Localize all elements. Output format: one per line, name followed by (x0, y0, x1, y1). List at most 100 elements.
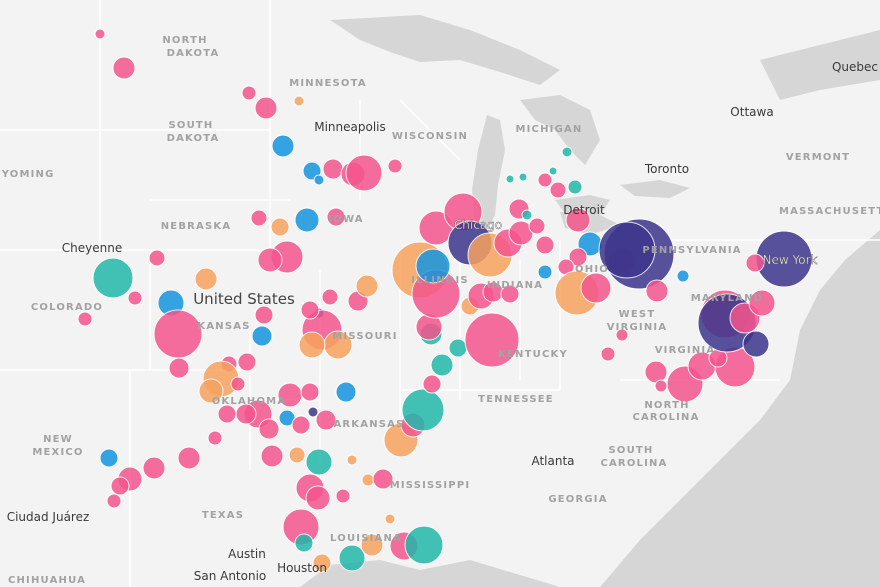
bubble (645, 279, 669, 303)
bubble (401, 388, 445, 432)
bubble (177, 446, 201, 470)
bubble (535, 235, 555, 255)
bubble (567, 179, 583, 195)
bubble (335, 488, 351, 504)
bubble (565, 207, 591, 233)
place-label: United States (193, 290, 295, 308)
place-label: INDIANA (487, 280, 543, 291)
place-label: WYOMING (0, 169, 55, 180)
place-label: Atlanta (531, 454, 574, 468)
bubble (742, 330, 770, 358)
place-label: VIRGINIA (655, 345, 716, 356)
bubble (294, 207, 320, 233)
bubble (198, 378, 224, 404)
place-label: LOUISIANA (330, 533, 402, 544)
bubble (404, 525, 444, 565)
place-label: Minneapolis (314, 120, 386, 134)
place-label: NEW (43, 434, 73, 445)
place-label: IOWA (328, 214, 363, 225)
bubble (288, 446, 306, 464)
place-label: MISSISSIPPI (390, 480, 471, 491)
bubble (355, 274, 379, 298)
bubble (271, 134, 295, 158)
place-label: DAKOTA (167, 133, 220, 144)
place-label: Chicago (454, 218, 502, 232)
place-label: WEST (619, 309, 656, 320)
bubble (313, 174, 325, 186)
place-label: VIRGINIA (607, 322, 668, 333)
bubble (307, 406, 319, 418)
bubble (254, 96, 278, 120)
bubble (422, 374, 442, 394)
place-label: ARKANSAS (333, 419, 404, 430)
bubble (312, 553, 332, 573)
bubble (748, 289, 776, 317)
place-label: New York (763, 253, 818, 267)
bubble (537, 172, 553, 188)
bubble (346, 454, 358, 466)
bubble (230, 376, 246, 392)
place-label: Cheyenne (62, 241, 122, 255)
place-label: Austin (228, 547, 266, 561)
place-label: PENNSYLVANIA (642, 245, 741, 256)
place-label: NEBRASKA (161, 221, 232, 232)
place-label: Houston (277, 561, 327, 575)
place-label: Toronto (644, 162, 689, 176)
bubble (338, 544, 366, 572)
bubble (254, 305, 274, 325)
bubble (335, 381, 357, 403)
bubble (148, 249, 166, 267)
bubble (528, 217, 546, 235)
bubble (300, 300, 320, 320)
labels: NORTH DAKOTA MINNESOTA Minneapolis WISCONSIN… (0, 35, 880, 586)
place-label: Ottawa (730, 105, 773, 119)
place-label: TEXAS (202, 510, 244, 521)
bubble (615, 328, 629, 342)
bubble (92, 257, 134, 299)
place-label: MINNESOTA (289, 78, 367, 89)
bubble (644, 360, 668, 384)
bubble (372, 468, 394, 490)
bubble (654, 379, 668, 393)
bubble (315, 409, 337, 431)
bubble (568, 247, 588, 267)
bubble (322, 158, 344, 180)
bubble (321, 288, 339, 306)
place-label: Quebec (832, 60, 878, 74)
bubble (258, 418, 280, 440)
bubble (500, 284, 520, 304)
place-label: TENNESSEE (478, 394, 554, 405)
bubble (580, 272, 612, 304)
bubble (384, 513, 396, 525)
bubble (168, 357, 190, 379)
bubble (505, 174, 515, 184)
place-label: ILLINOIS (411, 275, 469, 286)
place-label: COLORADO (31, 302, 103, 313)
bubble (251, 325, 273, 347)
place-label: KENTUCKY (498, 349, 568, 360)
bubble (110, 476, 130, 496)
bubble (257, 247, 283, 273)
bubble (294, 533, 314, 553)
place-label: VERMONT (786, 152, 850, 163)
bubble (260, 444, 284, 468)
bubble (600, 346, 616, 362)
bubble (518, 172, 528, 182)
place-label: MEXICO (32, 447, 83, 458)
bubble (345, 154, 383, 192)
bubble (270, 217, 290, 237)
bubble (387, 158, 403, 174)
place-label: KANSAS (197, 321, 250, 332)
bubble (326, 207, 346, 227)
bubbles (77, 28, 813, 573)
place-label: NORTH (162, 35, 207, 46)
bubble (305, 485, 331, 511)
place-label: MICHIGAN (515, 124, 582, 135)
place-label: CHIHUAHUA (8, 575, 86, 586)
place-label: OHIO (575, 264, 609, 275)
bubble (464, 312, 520, 368)
place-label: GEORGIA (548, 494, 607, 505)
place-label: Ciudad Juárez (7, 510, 90, 524)
bubble (676, 269, 690, 283)
